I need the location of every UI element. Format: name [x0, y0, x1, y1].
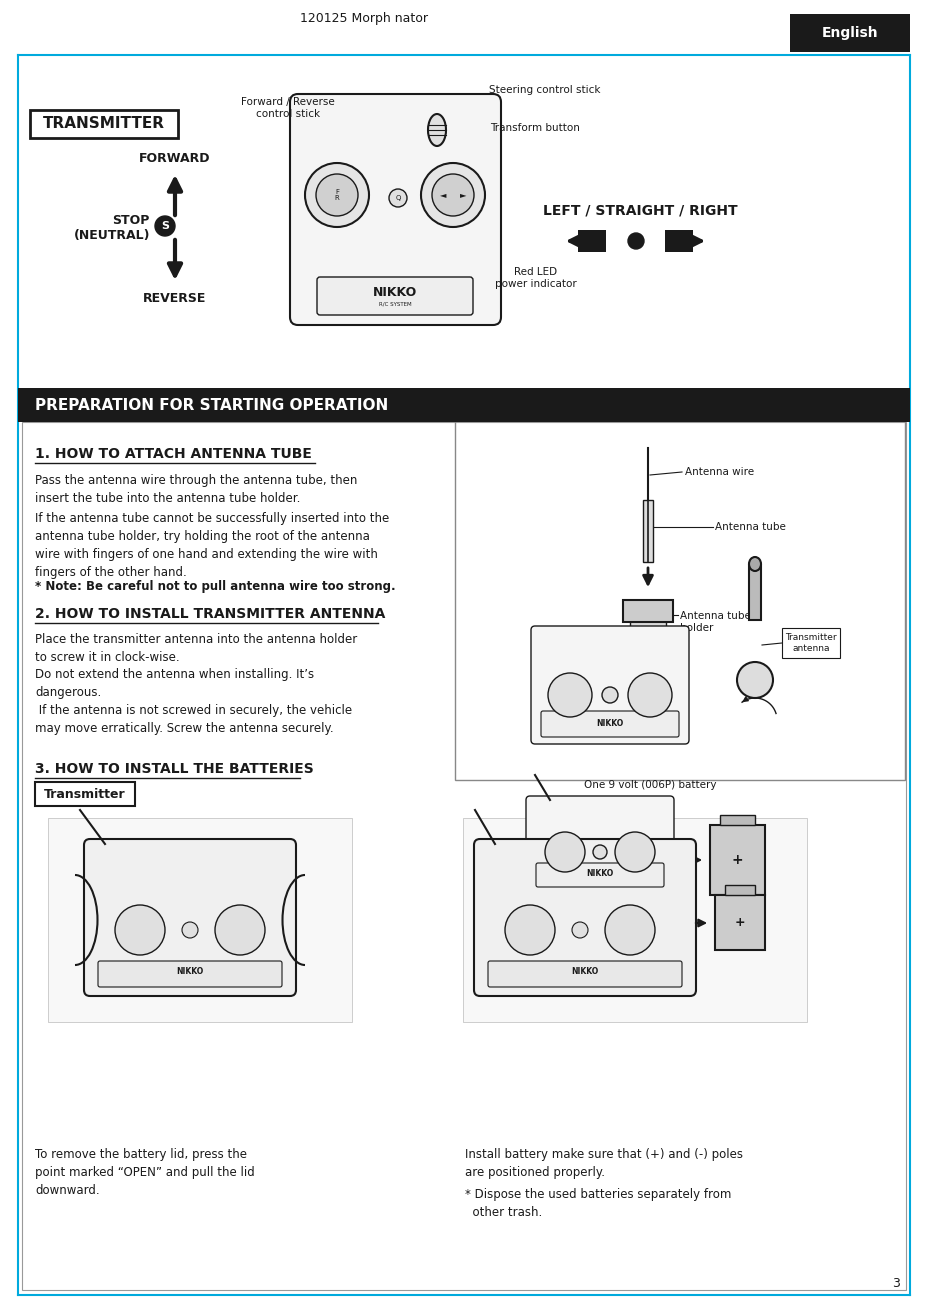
Bar	[454, 401, 904, 780]
Text: NIKKO: NIKKO	[586, 868, 613, 877]
Bar	[642, 500, 653, 562]
Circle shape	[305, 164, 369, 226]
Text: Q: Q	[395, 195, 400, 202]
Text: 1. HOW TO ATTACH ANTENNA TUBE: 1. HOW TO ATTACH ANTENNA TUBE	[35, 446, 311, 461]
Text: NIKKO: NIKKO	[571, 967, 598, 977]
FancyBboxPatch shape	[488, 961, 681, 987]
Text: STOP
(NEUTRAL): STOP (NEUTRAL)	[73, 213, 150, 242]
Circle shape	[504, 905, 554, 956]
Ellipse shape	[427, 114, 446, 147]
Bar	[629, 615, 666, 645]
FancyBboxPatch shape	[463, 818, 806, 1022]
Text: To remove the battery lid, press the
point marked “OPEN” and pull the lid
downwa: To remove the battery lid, press the poi…	[35, 1148, 255, 1196]
Text: REVERSE: REVERSE	[143, 292, 207, 305]
Text: Transmitter: Transmitter	[44, 788, 126, 801]
Circle shape	[571, 922, 588, 939]
Circle shape	[432, 174, 474, 216]
Circle shape	[544, 833, 584, 872]
Circle shape	[215, 905, 265, 956]
Bar	[665, 230, 692, 253]
Text: S: S	[160, 221, 169, 230]
FancyBboxPatch shape	[317, 278, 473, 315]
Text: Forward / Reverse
control stick: Forward / Reverse control stick	[241, 97, 335, 119]
Bar	[724, 885, 755, 895]
FancyBboxPatch shape	[536, 863, 664, 888]
Text: Pass the antenna wire through the antenna tube, then
insert the tube into the an: Pass the antenna wire through the antenn…	[35, 474, 357, 505]
Bar	[22, 421, 905, 1289]
FancyBboxPatch shape	[474, 839, 695, 996]
FancyBboxPatch shape	[84, 839, 296, 996]
Bar	[18, 387, 909, 421]
Text: ►: ►	[459, 191, 465, 199]
Text: If the antenna tube cannot be successfully inserted into the
antenna tube holder: If the antenna tube cannot be successful…	[35, 512, 388, 579]
Text: 3. HOW TO INSTALL THE BATTERIES: 3. HOW TO INSTALL THE BATTERIES	[35, 762, 313, 776]
Circle shape	[548, 673, 591, 717]
Ellipse shape	[748, 558, 760, 571]
Bar	[748, 565, 760, 620]
Text: NIKKO: NIKKO	[176, 967, 203, 977]
Text: Install battery make sure that (+) and (-) poles
are positioned properly.: Install battery make sure that (+) and (…	[464, 1148, 743, 1179]
Bar	[35, 781, 134, 806]
Text: English: English	[820, 26, 877, 41]
Text: Do not extend the antenna when installing. It’s
dangerous.
 If the antenna is no: Do not extend the antenna when installin…	[35, 668, 351, 734]
Circle shape	[628, 233, 643, 249]
Text: 2. HOW TO INSTALL TRANSMITTER ANTENNA: 2. HOW TO INSTALL TRANSMITTER ANTENNA	[35, 607, 385, 620]
Circle shape	[615, 833, 654, 872]
Text: Steering control stick: Steering control stick	[489, 85, 600, 96]
Circle shape	[736, 662, 772, 698]
Circle shape	[628, 673, 671, 717]
Text: NIKKO: NIKKO	[373, 285, 416, 298]
Bar	[719, 816, 755, 825]
Text: Transmitter
antenna: Transmitter antenna	[784, 634, 836, 653]
Text: * Dispose the used batteries separately from
  other trash.: * Dispose the used batteries separately …	[464, 1189, 730, 1219]
Bar	[622, 600, 672, 622]
Circle shape	[316, 174, 358, 216]
Text: R/C SYSTEM: R/C SYSTEM	[378, 301, 411, 306]
Text: +: +	[730, 853, 742, 867]
Circle shape	[592, 846, 606, 859]
Bar	[781, 628, 839, 658]
Text: NIKKO: NIKKO	[596, 719, 623, 728]
FancyBboxPatch shape	[98, 961, 282, 987]
FancyBboxPatch shape	[289, 94, 501, 325]
Text: LEFT / STRAIGHT / RIGHT: LEFT / STRAIGHT / RIGHT	[542, 203, 737, 217]
Text: TRANSMITTER: TRANSMITTER	[43, 117, 165, 131]
Bar	[30, 110, 178, 137]
FancyBboxPatch shape	[526, 796, 673, 894]
FancyBboxPatch shape	[540, 711, 679, 737]
Text: One 9 volt (006P) battery: One 9 volt (006P) battery	[583, 780, 716, 791]
Circle shape	[115, 905, 165, 956]
FancyBboxPatch shape	[48, 818, 351, 1022]
Text: ◄: ◄	[439, 191, 446, 199]
Text: Antenna tube: Antenna tube	[714, 522, 785, 531]
Text: Antenna tube
holder: Antenna tube holder	[679, 611, 750, 632]
Bar	[789, 14, 909, 52]
Text: 120125 Morph nator: 120125 Morph nator	[299, 12, 427, 25]
Text: +: +	[734, 916, 744, 929]
Text: FORWARD: FORWARD	[139, 152, 210, 165]
Circle shape	[602, 687, 617, 703]
Text: * Note: Be careful not to pull antenna wire too strong.: * Note: Be careful not to pull antenna w…	[35, 580, 395, 593]
Text: PREPARATION FOR STARTING OPERATION: PREPARATION FOR STARTING OPERATION	[35, 398, 387, 412]
Text: Transform button: Transform button	[489, 123, 579, 134]
Circle shape	[421, 164, 485, 226]
Text: F
R: F R	[335, 188, 339, 202]
Circle shape	[182, 922, 197, 939]
Bar	[578, 230, 605, 253]
Circle shape	[604, 905, 654, 956]
Bar	[709, 825, 764, 895]
Bar	[714, 895, 764, 950]
Circle shape	[155, 216, 175, 236]
FancyBboxPatch shape	[530, 626, 688, 744]
Text: Place the transmitter antenna into the antenna holder
to screw it in clock-wise.: Place the transmitter antenna into the a…	[35, 634, 357, 664]
Text: Red LED
power indicator: Red LED power indicator	[495, 267, 577, 289]
Text: Antenna wire: Antenna wire	[684, 467, 754, 476]
Circle shape	[388, 188, 407, 207]
Text: 3: 3	[891, 1278, 899, 1289]
